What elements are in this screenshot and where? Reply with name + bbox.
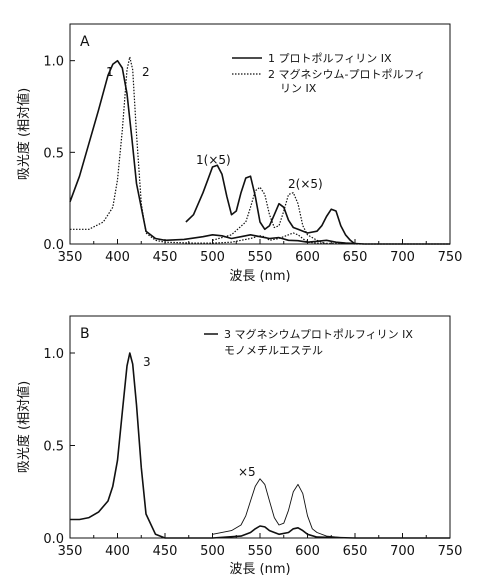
panel-b-legend: 3 マグネシウムプロトポルフィリン IX モノメチルエステル: [204, 327, 413, 357]
x-tick-label: 650: [343, 544, 368, 559]
legend-item-3-cont: モノメチルエステル: [224, 344, 323, 357]
panel-a-axes: 350 400 450 500 550 600 650 700 750 0.0 0.5 1.0: [43, 55, 462, 265]
y-tick-label: 0.5: [43, 146, 64, 161]
y-tick-label: 1.0: [43, 347, 64, 362]
x-tick-label: 750: [438, 544, 463, 559]
panel-b-label: B: [80, 326, 90, 342]
panel-b-series: [70, 352, 450, 539]
panel-b: B 350 400 450 500 550 600 650 700 750 0.0 0.5 1.0 3…: [16, 315, 462, 577]
panel-a-ylabel: 吸光度 (相対値): [16, 88, 32, 180]
y-tick-label: 0.0: [43, 238, 64, 253]
panel-a-legend: 1 プロトポルフィリン IX 2 マグネシウム-プロトポルフィリン IX: [232, 52, 425, 95]
panel-a-series: [69, 56, 450, 245]
panel-b-ylabel: 吸光度 (相対値): [16, 381, 32, 473]
annotation-1: 1: [106, 65, 114, 79]
annotation-x5: ×5: [238, 465, 256, 479]
panel-b-axes: 350 400 450 500 550 600 650 700 750 0.0 0.5 1.0: [43, 347, 462, 559]
x-tick-label: 450: [153, 250, 178, 265]
series-line: [70, 352, 450, 539]
x-tick-label: 550: [248, 544, 273, 559]
x-tick-label: 550: [248, 250, 273, 265]
annotation-1x5: 1(×5): [196, 153, 231, 167]
panel-a-frame: [69, 23, 451, 245]
x-tick-label: 750: [438, 250, 463, 265]
x-tick-label: 400: [105, 250, 130, 265]
legend-item-1: 1 プロトポルフィリン IX: [268, 52, 392, 65]
x-tick-label: 350: [58, 250, 83, 265]
panel-a-xlabel: 波長 (nm): [229, 269, 290, 284]
x-tick-label: 600: [295, 250, 320, 265]
legend-item-2: 2 マグネシウム-プロトポルフィリン IX: [268, 67, 425, 95]
series-line: [69, 59, 450, 245]
series-line: [212, 186, 327, 245]
y-tick-label: 0.5: [43, 440, 64, 455]
y-tick-label: 1.0: [43, 55, 64, 70]
x-tick-label: 350: [58, 544, 83, 559]
x-tick-label: 450: [153, 544, 178, 559]
x-tick-label: 600: [295, 544, 320, 559]
series-line: [70, 56, 450, 245]
x-tick-label: 500: [200, 544, 225, 559]
series-line: [185, 164, 356, 245]
panel-b-xlabel: 波長 (nm): [229, 562, 290, 577]
x-tick-label: 700: [390, 250, 415, 265]
panel-a-label: A: [80, 34, 90, 50]
x-tick-label: 400: [105, 544, 130, 559]
x-tick-label: 500: [200, 250, 225, 265]
annotation-2x5: 2(×5): [288, 177, 323, 191]
y-tick-label: 0.0: [43, 532, 64, 547]
series-line: [212, 478, 346, 539]
annotation-2: 2: [142, 65, 150, 79]
panel-a: A 350 400 450 500 550 600 650 700 750 0.0 0.5 1.0 1…: [16, 23, 462, 284]
annotation-3: 3: [143, 355, 151, 369]
legend-item-3: 3 マグネシウムプロトポルフィリン IX: [224, 327, 413, 341]
x-tick-label: 700: [390, 544, 415, 559]
x-tick-label: 650: [343, 250, 368, 265]
